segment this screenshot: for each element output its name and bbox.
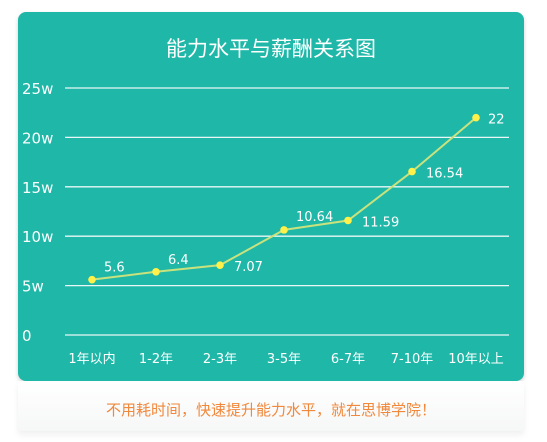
data-label: 7.07 — [234, 260, 263, 275]
data-label: 16.54 — [426, 167, 463, 182]
y-tick-label: 0 — [22, 327, 32, 345]
x-tick-label: 10年以上 — [448, 352, 504, 367]
line-chart: 能力水平与薪酬关系图 0 5w 10w 15w 20w 25w 1年以内 1-2年 2-3年 3… — [22, 37, 509, 367]
x-tick-label: 2-3年 — [203, 352, 237, 367]
data-label: 11.59 — [362, 215, 399, 230]
chart-card: 能力水平与薪酬关系图 0 5w 10w 15w 20w 25w 1年以内 1-2年 2-3年 3… — [18, 12, 524, 381]
x-tick-label: 1-2年 — [139, 352, 173, 367]
y-tick-label: 5w — [22, 278, 44, 296]
y-tick-label: 10w — [22, 228, 53, 246]
data-point — [344, 216, 352, 225]
chart-title: 能力水平与薪酬关系图 — [166, 37, 376, 61]
series-points — [88, 113, 480, 284]
y-tick-label: 20w — [22, 129, 53, 147]
data-labels: 5.6 6.4 7.07 10.64 11.59 16.54 22 — [104, 113, 505, 276]
data-label: 5.6 — [104, 261, 125, 276]
series-line-layer — [91, 116, 477, 281]
y-tick-label: 15w — [22, 179, 53, 197]
x-tick-label: 7-10年 — [391, 352, 434, 367]
data-label: 22 — [488, 113, 505, 128]
grid-layer — [65, 87, 509, 336]
x-axis-ticks: 1年以内 1-2年 2-3年 3-5年 6-7年 7-10年 10年以上 — [68, 351, 503, 367]
y-tick-label: 25w — [22, 80, 53, 98]
data-label: 6.4 — [168, 253, 189, 268]
y-axis-ticks: 0 5w 10w 15w 20w 25w — [22, 80, 53, 345]
promo-caption: 不用耗时间，快速提升能力水平，就在思博学院！ — [105, 401, 436, 419]
data-point — [408, 167, 416, 176]
data-label: 10.64 — [296, 210, 333, 225]
data-point — [152, 267, 160, 276]
x-tick-label: 6-7年 — [331, 352, 365, 367]
data-point — [280, 226, 288, 234]
x-tick-label: 1年以内 — [68, 351, 115, 367]
series-line — [91, 116, 477, 281]
caption-panel: 不用耗时间，快速提升能力水平，就在思博学院！ — [18, 381, 524, 431]
data-point — [472, 113, 480, 122]
x-tick-label: 3-5年 — [267, 352, 301, 367]
data-point — [88, 275, 96, 284]
data-point — [216, 261, 224, 269]
